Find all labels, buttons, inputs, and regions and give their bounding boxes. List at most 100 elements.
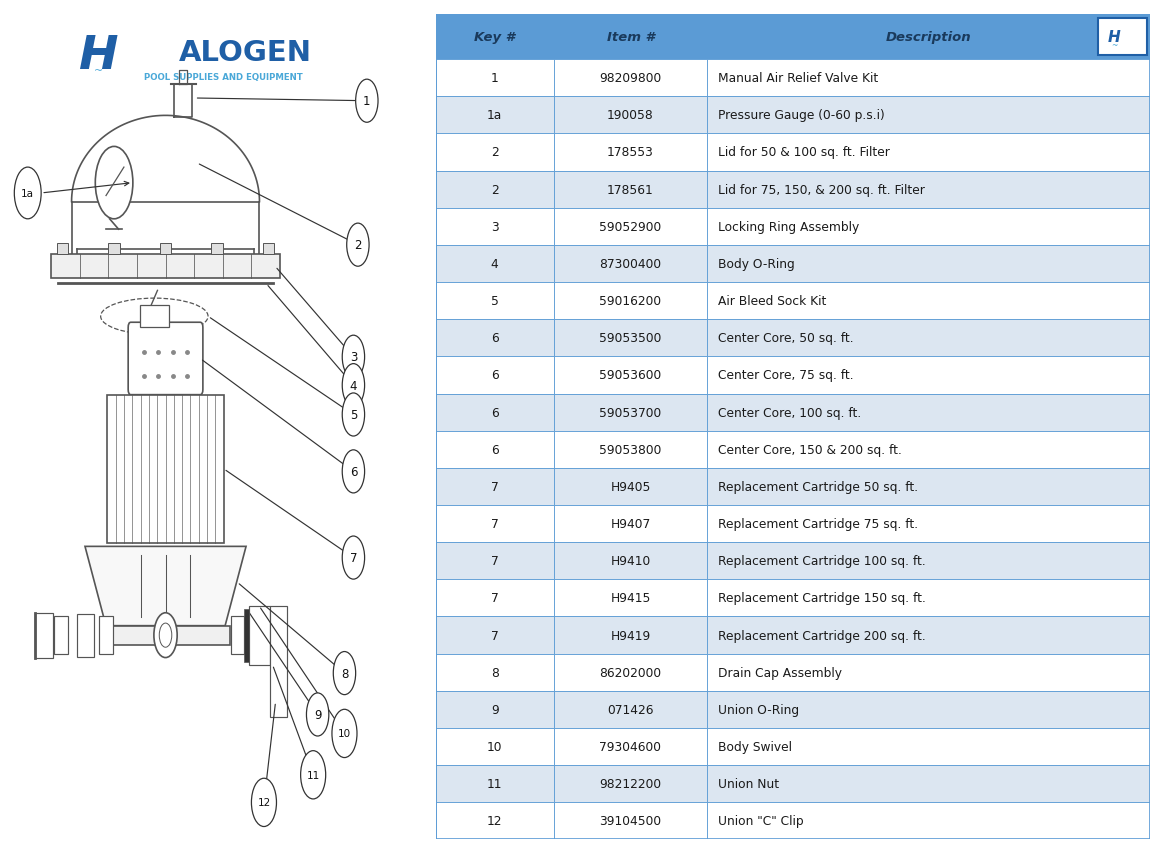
Bar: [708, 579, 1150, 616]
Text: 4: 4: [350, 379, 357, 393]
Bar: [553, 357, 708, 394]
Text: POOL SUPPLIES AND EQUIPMENT: POOL SUPPLIES AND EQUIPMENT: [144, 73, 303, 82]
Text: Air Bleed Sock Kit: Air Bleed Sock Kit: [718, 294, 826, 307]
Bar: [99, 616, 113, 654]
Bar: [708, 245, 1150, 282]
Circle shape: [95, 147, 132, 220]
Text: 1: 1: [363, 95, 371, 108]
Text: 7: 7: [490, 517, 498, 530]
Bar: [708, 208, 1150, 245]
Bar: [249, 606, 271, 665]
Text: 8: 8: [340, 666, 349, 680]
Bar: [436, 431, 553, 468]
Text: 6: 6: [490, 369, 498, 382]
Text: 98212200: 98212200: [600, 777, 661, 790]
Text: H9405: H9405: [610, 480, 651, 493]
Bar: [553, 653, 708, 691]
Bar: [55, 616, 67, 654]
Text: 2: 2: [490, 146, 498, 159]
Bar: [553, 282, 708, 319]
Bar: [1098, 19, 1147, 56]
Bar: [436, 691, 553, 728]
Bar: [553, 616, 708, 653]
Bar: [436, 319, 553, 357]
Bar: [51, 255, 280, 279]
Bar: [35, 613, 52, 658]
Bar: [436, 15, 553, 60]
Text: 7: 7: [490, 480, 498, 493]
Text: Replacement Cartridge 150 sq. ft.: Replacement Cartridge 150 sq. ft.: [718, 592, 926, 604]
Text: 6: 6: [490, 406, 498, 419]
Text: H9415: H9415: [610, 592, 651, 604]
Bar: [436, 542, 553, 579]
Bar: [436, 468, 553, 505]
Text: 6: 6: [490, 331, 498, 345]
Text: 11: 11: [487, 777, 502, 790]
Text: 178561: 178561: [607, 183, 654, 196]
Bar: [436, 245, 553, 282]
Bar: [141, 306, 168, 328]
Bar: [107, 395, 223, 543]
Text: 98209800: 98209800: [600, 72, 661, 85]
Bar: [708, 319, 1150, 357]
Bar: [708, 171, 1150, 208]
FancyBboxPatch shape: [128, 323, 203, 395]
Text: ~: ~: [94, 65, 103, 76]
Circle shape: [343, 450, 365, 493]
Bar: [553, 765, 708, 802]
Bar: [436, 282, 553, 319]
Text: H9410: H9410: [610, 554, 651, 567]
Bar: [101, 626, 230, 645]
Text: 3: 3: [490, 220, 498, 233]
Text: 9: 9: [314, 708, 322, 722]
Text: Pressure Gauge (0-60 p.s.i): Pressure Gauge (0-60 p.s.i): [718, 109, 884, 122]
Text: 7: 7: [490, 629, 498, 641]
Bar: [708, 468, 1150, 505]
Bar: [108, 244, 120, 255]
Bar: [708, 97, 1150, 134]
Circle shape: [332, 709, 357, 758]
Text: 6: 6: [350, 465, 357, 479]
Circle shape: [153, 613, 177, 658]
Text: 12: 12: [257, 797, 271, 808]
Bar: [211, 244, 223, 255]
Bar: [553, 431, 708, 468]
Text: 1a: 1a: [21, 189, 34, 199]
Text: 5: 5: [350, 408, 357, 422]
Text: ALOGEN: ALOGEN: [179, 40, 311, 67]
Bar: [708, 765, 1150, 802]
Bar: [436, 653, 553, 691]
Circle shape: [14, 168, 41, 220]
Text: Body O-Ring: Body O-Ring: [718, 257, 795, 270]
Text: 11: 11: [307, 770, 320, 780]
Text: Center Core, 50 sq. ft.: Center Core, 50 sq. ft.: [718, 331, 854, 345]
Text: 071426: 071426: [608, 703, 654, 716]
Bar: [436, 579, 553, 616]
Bar: [436, 357, 553, 394]
Circle shape: [333, 652, 356, 695]
Bar: [436, 802, 553, 839]
Text: 59052900: 59052900: [600, 220, 661, 233]
Bar: [708, 282, 1150, 319]
Bar: [436, 616, 553, 653]
Circle shape: [343, 336, 365, 379]
Text: Replacement Cartridge 50 sq. ft.: Replacement Cartridge 50 sq. ft.: [718, 480, 918, 493]
Bar: [231, 616, 244, 654]
Bar: [553, 691, 708, 728]
Bar: [77, 614, 93, 657]
Text: 59053700: 59053700: [600, 406, 661, 419]
Text: Replacement Cartridge 200 sq. ft.: Replacement Cartridge 200 sq. ft.: [718, 629, 926, 641]
Text: 1: 1: [490, 72, 498, 85]
Bar: [708, 15, 1150, 60]
Text: 59053800: 59053800: [600, 443, 661, 456]
Text: Key #: Key #: [474, 31, 515, 44]
Bar: [436, 765, 553, 802]
Text: H9407: H9407: [610, 517, 651, 530]
Bar: [708, 505, 1150, 542]
Text: Replacement Cartridge 75 sq. ft.: Replacement Cartridge 75 sq. ft.: [718, 517, 918, 530]
Bar: [436, 208, 553, 245]
Text: 86202000: 86202000: [600, 666, 661, 679]
Bar: [553, 579, 708, 616]
Bar: [708, 394, 1150, 431]
Text: 7: 7: [350, 551, 357, 565]
